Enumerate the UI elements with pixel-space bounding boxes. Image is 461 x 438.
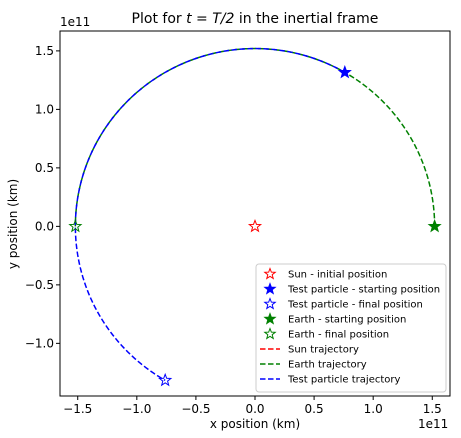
- x-tick-label: 0.5: [305, 402, 324, 416]
- y-axis-label: y position (km): [6, 179, 20, 269]
- legend-label-test-particle-starting-position: Test particle - starting position: [287, 285, 440, 296]
- x-exponent-label: 1e11: [418, 417, 448, 431]
- y-tick-label: 1.5: [35, 44, 54, 58]
- axis-ticks: −1.5 −1.0 −0.5 0.0 0.5 1.0 1.5 −1.0 −0.5 0.0 0.5 1.…: [25, 44, 442, 416]
- title-prefix: Plot for: [132, 11, 187, 27]
- y-tick-label: 1.0: [35, 102, 54, 116]
- x-tick-label: 1.0: [364, 402, 383, 416]
- y-tick-label: 0.0: [35, 219, 54, 233]
- legend-label-earth-starting-position: Earth - starting position: [288, 315, 406, 326]
- x-axis-label: x position (km): [210, 417, 300, 431]
- x-tick-label: −0.5: [181, 402, 210, 416]
- x-tick-label: 1.5: [423, 402, 442, 416]
- title-suffix: in the inertial frame: [234, 11, 378, 27]
- plot-area: [68, 47, 442, 387]
- x-tick-label: 0.0: [245, 402, 264, 416]
- x-tick-label: −1.0: [122, 402, 151, 416]
- legend-label-sun-initial-position: Sun - initial position: [288, 270, 387, 281]
- legend-label-earth-trajectory: Earth trajectory: [288, 360, 367, 371]
- legend-swatch-earth-starting-position: [263, 312, 277, 325]
- legend: Sun - initial position Test particle - st…: [255, 263, 447, 393]
- y-tick-label: −1.0: [25, 336, 54, 350]
- title-math: t = T/2: [186, 11, 234, 27]
- legend-swatch-test-particle-starting-position: [263, 282, 277, 295]
- axes-frame: [59, 30, 451, 397]
- legend-label-sun-trajectory: Sun trajectory: [288, 345, 359, 356]
- legend-label-test-particle-final-position: Test particle - final position: [287, 300, 423, 311]
- test-particle-starting-position-marker: [337, 64, 352, 79]
- legend-box: [255, 263, 447, 393]
- y-exponent-label: 1e11: [60, 15, 90, 29]
- sun-initial-position-marker: [247, 218, 263, 233]
- legend-swatch-earth-final-position: [263, 327, 277, 340]
- earth-starting-position-marker: [427, 218, 442, 233]
- test-particle-trajectory: [74, 47, 346, 382]
- legend-label-earth-final-position: Earth - final position: [288, 330, 389, 341]
- earth-final-position-marker: [68, 218, 83, 233]
- y-tick-label: 0.5: [35, 161, 54, 175]
- test-particle-final-position-marker: [158, 372, 173, 387]
- legend-swatch-sun-initial-position: [263, 267, 277, 280]
- x-tick-label: −1.5: [63, 402, 92, 416]
- chart-title: Plot for t = T/2 in the inertial frame: [132, 11, 379, 27]
- legend-swatch-test-particle-final-position: [263, 297, 277, 310]
- y-tick-label: −0.5: [25, 278, 54, 292]
- legend-label-test-particle-trajectory: Test particle trajectory: [287, 375, 401, 386]
